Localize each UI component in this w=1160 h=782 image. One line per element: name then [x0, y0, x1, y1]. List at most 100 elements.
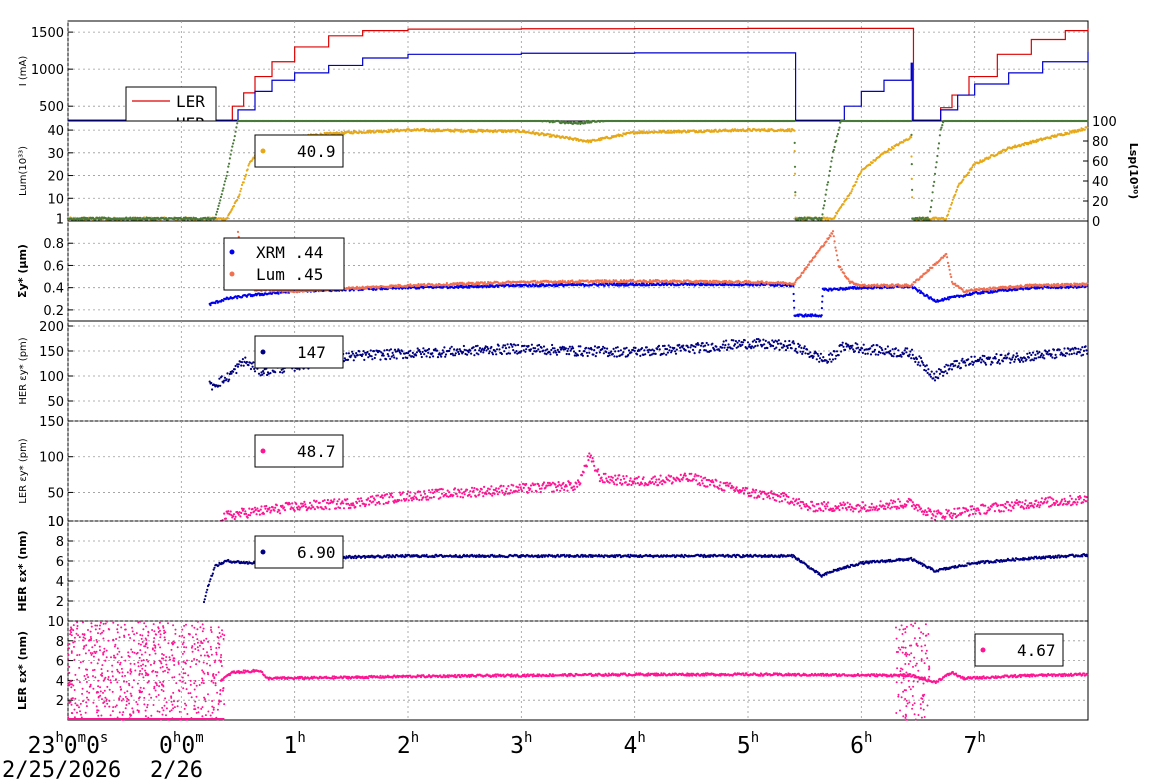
data-point: [902, 141, 905, 144]
data-point: [365, 287, 368, 290]
data-point: [239, 190, 242, 193]
y-tick-label: 40: [47, 124, 64, 139]
data-point: [94, 218, 97, 221]
data-point: [811, 259, 814, 262]
data-point: [589, 139, 592, 142]
data-point: [793, 283, 796, 286]
data-point: [789, 285, 793, 288]
data-point: [666, 129, 670, 132]
data-point: [214, 216, 217, 219]
data-point: [823, 204, 826, 207]
data-point: [500, 129, 503, 132]
data-point: [941, 124, 944, 127]
data-point: [240, 364, 243, 367]
right-y-tick-label: 60: [1092, 155, 1109, 170]
data-point: [827, 236, 831, 239]
data-point: [223, 376, 227, 379]
legend-swatch: [229, 249, 235, 255]
y-tick-label: 100: [39, 370, 64, 385]
data-point: [832, 148, 835, 152]
data-point: [911, 196, 914, 199]
data-point: [886, 149, 890, 152]
data-point: [240, 183, 244, 187]
data-point: [793, 150, 796, 153]
data-point: [793, 172, 797, 175]
data-point: [847, 278, 850, 281]
data-point: [828, 169, 831, 173]
data-point: [230, 372, 233, 375]
data-point: [225, 378, 228, 381]
data-point: [220, 193, 223, 196]
data-point: [973, 163, 976, 166]
data-point: [236, 365, 240, 368]
right-y-tick-label: 0: [1092, 215, 1100, 230]
data-point: [971, 166, 974, 169]
y-axis-label: Lum(10³³): [18, 146, 29, 196]
data-point: [840, 205, 843, 208]
y-axis-label: HER εy* (pm): [18, 337, 29, 404]
series-line: [68, 52, 1089, 121]
data-point: [1086, 282, 1089, 285]
data-point: [946, 213, 950, 216]
y-tick-label: 50: [47, 395, 64, 410]
y-tick-label: 0.8: [43, 237, 64, 252]
data-point: [228, 162, 231, 165]
data-point: [216, 207, 219, 211]
data-point: [240, 187, 243, 190]
data-point: [224, 177, 227, 180]
data-point: [834, 214, 837, 217]
data-point: [243, 177, 246, 181]
data-point: [742, 128, 745, 131]
data-point: [830, 160, 833, 163]
data-point: [222, 217, 225, 220]
data-point: [347, 358, 350, 361]
data-point: [831, 232, 834, 235]
series-line: [68, 27, 1089, 121]
data-point: [855, 180, 858, 183]
data-point: [261, 373, 264, 376]
data-point: [939, 128, 942, 131]
data-point: [826, 216, 829, 219]
right-y-tick-label: 20: [1092, 195, 1109, 210]
data-point: [231, 145, 234, 148]
data-point: [1068, 132, 1071, 135]
data-point: [806, 266, 809, 269]
data-point: [233, 368, 236, 371]
data-point: [427, 130, 431, 133]
data-point: [928, 268, 931, 272]
data-point: [269, 372, 272, 375]
y-tick-label: 10: [47, 192, 64, 207]
legend-label: Lum .45: [256, 265, 323, 284]
data-point: [600, 138, 603, 141]
data-point: [910, 155, 913, 158]
data-point: [227, 165, 230, 168]
data-point: [949, 273, 952, 276]
data-point: [236, 198, 239, 202]
data-point: [937, 142, 941, 145]
data-point: [933, 172, 937, 175]
data-point: [928, 218, 931, 221]
data-point: [803, 216, 806, 219]
data-point: [279, 371, 282, 374]
data-point: [669, 131, 672, 134]
y-tick-label: 0.6: [43, 259, 64, 274]
data-point: [235, 126, 238, 129]
data-point: [947, 298, 950, 301]
data-point: [631, 130, 635, 133]
data-point: [947, 265, 950, 268]
data-point: [460, 128, 463, 131]
data-point: [244, 356, 247, 359]
data-point: [1083, 128, 1086, 131]
data-point: [961, 288, 964, 291]
y-tick-label: 0.4: [43, 282, 64, 297]
data-point: [937, 147, 940, 150]
data-point: [931, 191, 934, 194]
data-point: [445, 282, 448, 285]
data-point: [910, 119, 913, 123]
data-point: [228, 378, 231, 381]
data-point: [354, 356, 357, 359]
data-point: [568, 138, 571, 141]
data-point: [240, 361, 244, 364]
data-point: [211, 388, 214, 391]
